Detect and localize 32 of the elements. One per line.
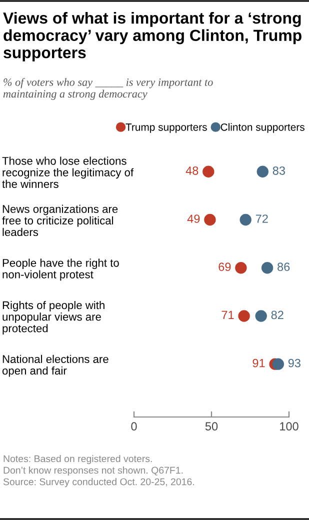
x-tick-label: 0 bbox=[131, 422, 137, 431]
data-label: 72 bbox=[256, 214, 268, 223]
point bbox=[202, 166, 214, 178]
data-label: 93 bbox=[288, 358, 300, 368]
data-label: 82 bbox=[271, 310, 284, 320]
point bbox=[238, 310, 250, 322]
data-label: 69 bbox=[218, 262, 231, 272]
point bbox=[255, 310, 267, 322]
y-tick-label: National elections are open and fair bbox=[2, 354, 108, 377]
chart-subtitle: % of voters who say _____ is very important to maintaining a strong democracy bbox=[3, 78, 213, 100]
data-label: 91 bbox=[252, 358, 265, 368]
data-label: 71 bbox=[222, 310, 234, 320]
data-label: 49 bbox=[187, 214, 200, 223]
y-tick-label: News organizations are free to criticize political leaders bbox=[2, 204, 118, 236]
point bbox=[204, 214, 216, 226]
x-tick-label: 50 bbox=[205, 422, 218, 431]
data-label: 86 bbox=[278, 262, 290, 272]
y-tick-label: People have the right to non-violent protest bbox=[2, 258, 119, 281]
legend-label: Clinton supporters bbox=[220, 123, 304, 133]
point bbox=[261, 262, 274, 274]
data-label: 83 bbox=[272, 166, 285, 175]
point bbox=[235, 262, 247, 274]
legend-label: Trump supporters bbox=[126, 124, 207, 133]
text: Notes: Based on registered voters. Don’t know responses not shown. Q67F1. Source: Survey conducted Oct. 20-25, 2016. bbox=[3, 455, 194, 488]
x-tick-label: 100 bbox=[280, 422, 298, 431]
data-label: 48 bbox=[186, 166, 198, 175]
chart-title: Views of what is important for a ‘strong democracy’ vary among Clinton, Trump supporters bbox=[3, 12, 302, 62]
point bbox=[272, 358, 284, 370]
y-tick-label: Rights of people with unpopular views are protected bbox=[2, 300, 104, 334]
point bbox=[240, 214, 252, 226]
y-tick-label: Those who lose elections recognize the legitimacy of the winners bbox=[2, 156, 134, 188]
point bbox=[256, 166, 268, 178]
